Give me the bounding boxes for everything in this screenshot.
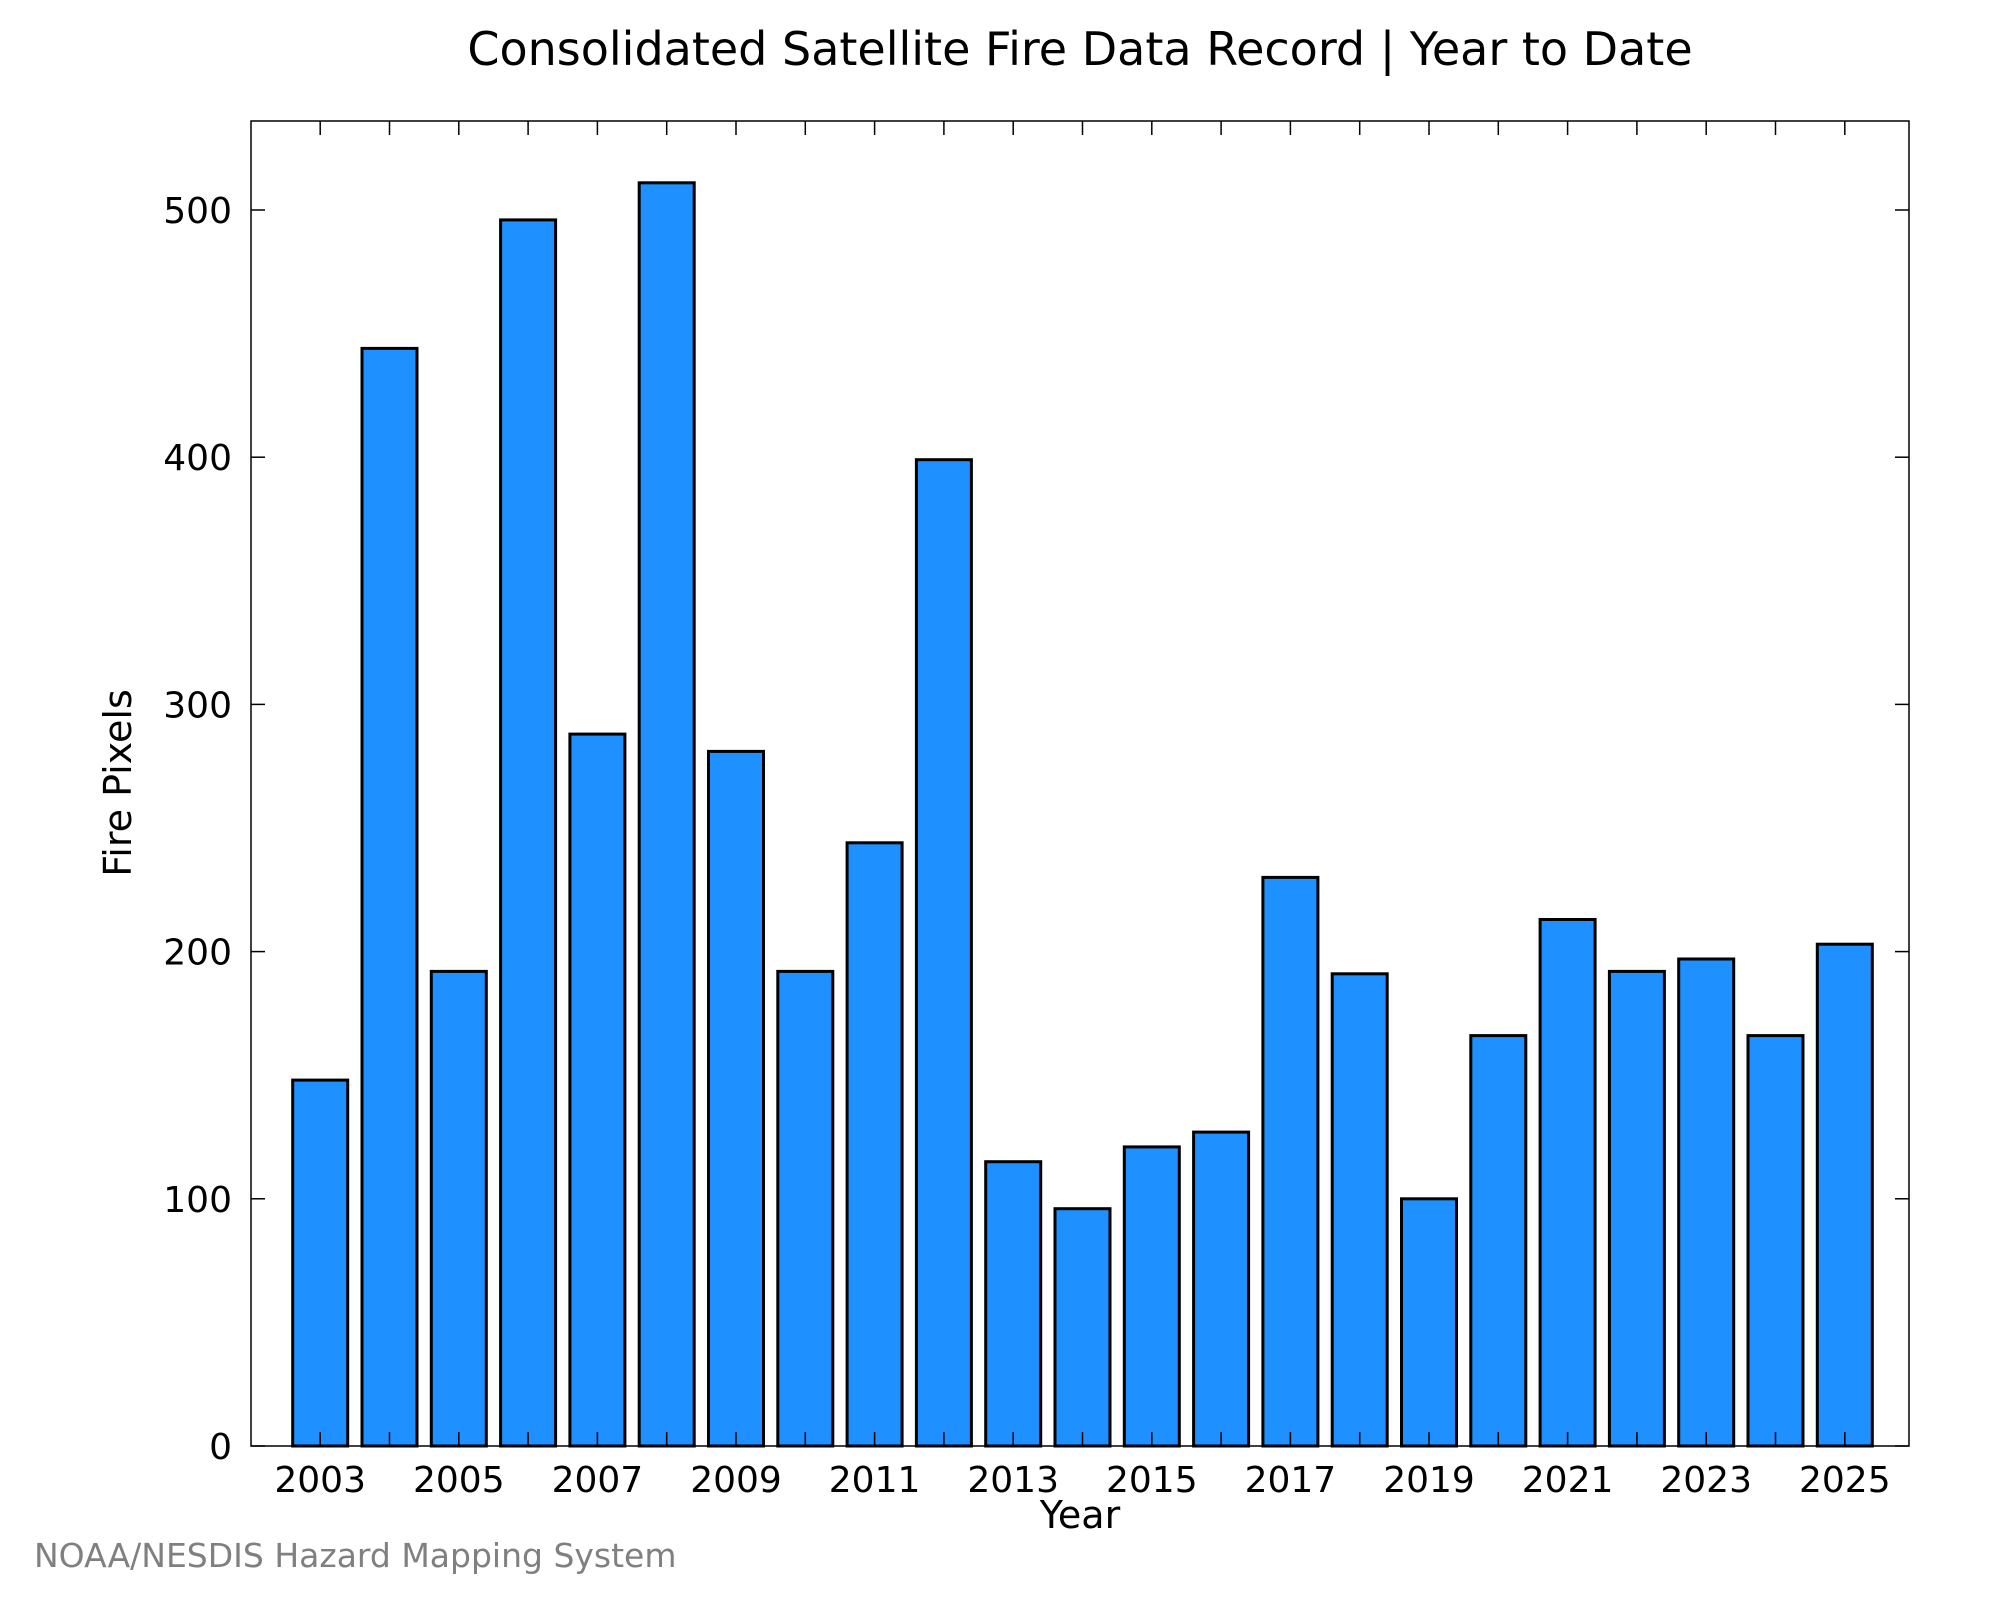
bar-2005 <box>429 969 488 1448</box>
bar-2010 <box>776 969 835 1448</box>
y-tick-label: 100 <box>163 1180 232 1221</box>
plot-frame <box>250 120 1910 1447</box>
ticks-layer: 2003 2005 2007 2009 2011 2013 2015 2017 2019 2021… <box>163 121 1909 1501</box>
source-note: NOAA/NESDIS Hazard Mapping System <box>34 1536 677 1575</box>
bar-2011 <box>845 841 904 1448</box>
y-tick-label: 0 <box>209 1427 232 1468</box>
x-tick-label: 2007 <box>552 1460 644 1501</box>
bar-2008 <box>637 181 696 1448</box>
x-tick-label: 2011 <box>829 1460 921 1501</box>
y-tick-label: 400 <box>163 438 232 479</box>
bar-2009 <box>707 749 765 1448</box>
bar-2004 <box>360 346 419 1448</box>
bar-2014 <box>1053 1207 1112 1448</box>
bar-2006 <box>499 218 558 1448</box>
x-tick-label: 2023 <box>1660 1460 1752 1501</box>
bar-2023 <box>1677 957 1736 1448</box>
bar-2024 <box>1746 1034 1805 1448</box>
x-tick-label: 2003 <box>274 1460 366 1501</box>
bar-2007 <box>568 732 627 1448</box>
y-axis-label: Fire Pixels <box>96 689 140 877</box>
bar-2019 <box>1400 1197 1458 1448</box>
bar-2013 <box>984 1160 1043 1448</box>
y-tick-label: 200 <box>163 933 232 974</box>
x-tick-label: 2005 <box>413 1460 505 1501</box>
bar-2015 <box>1122 1145 1181 1448</box>
x-tick-label: 2009 <box>690 1460 782 1501</box>
bars-layer <box>291 181 1874 1448</box>
x-tick-label: 2015 <box>1106 1460 1198 1501</box>
x-tick-label: 2017 <box>1245 1460 1337 1501</box>
bar-2020 <box>1469 1034 1528 1448</box>
bar-2025 <box>1815 942 1874 1448</box>
x-tick-label: 2013 <box>967 1460 1059 1501</box>
x-tick-label: 2021 <box>1522 1460 1614 1501</box>
bar-2012 <box>914 458 973 1448</box>
x-axis-label: Year <box>1039 1493 1121 1537</box>
bar-2017 <box>1261 875 1320 1448</box>
chart-title: Consolidated Satellite Fire Data Record … <box>467 22 1692 77</box>
bar-2003 <box>291 1078 350 1448</box>
x-tick-label: 2019 <box>1383 1460 1475 1501</box>
bar-2022 <box>1607 969 1666 1448</box>
bar-2021 <box>1538 918 1597 1448</box>
y-tick-label: 300 <box>163 685 232 726</box>
bar-2016 <box>1192 1130 1251 1448</box>
y-tick-label: 500 <box>163 191 232 232</box>
bar-2018 <box>1330 972 1389 1448</box>
x-tick-label: 2025 <box>1799 1460 1891 1501</box>
